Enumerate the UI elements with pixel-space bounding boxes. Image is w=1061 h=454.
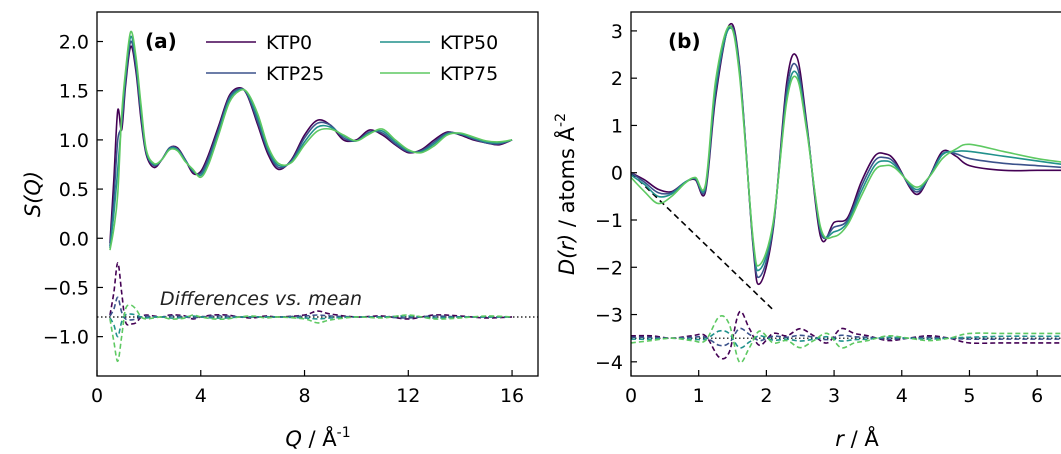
panel-b-series-ktp0 bbox=[631, 23, 1061, 286]
legend: KTP0 KTP25 KTP50 KTP75 bbox=[206, 32, 498, 85]
panel-a-ytick-label: 2.0 bbox=[59, 32, 89, 54]
panel-b-series-ktp25 bbox=[631, 25, 1061, 279]
panel-a-series-ktp50-diff bbox=[109, 313, 513, 338]
panel-b-xtick-label: 4 bbox=[896, 385, 908, 407]
panel-a-xtick-label: 8 bbox=[298, 385, 310, 407]
panel-a-xtick-label: 4 bbox=[195, 385, 207, 407]
panel-b-xtick-label: 3 bbox=[828, 385, 840, 407]
panel-a-ylabel: S(Q) bbox=[21, 171, 45, 217]
panel-b-ylabel: D(r) / atoms Å-2 bbox=[553, 113, 579, 275]
panel-a-ytick-label: −1.0 bbox=[43, 327, 89, 349]
panel-a-annotation: Differences vs. mean bbox=[160, 288, 362, 310]
panel-a-label: (a) bbox=[145, 29, 177, 53]
panel-b-frame bbox=[630, 11, 1061, 377]
panel-b-xlabel: r / Å bbox=[835, 425, 879, 451]
panel-b-xtick-label: 1 bbox=[693, 385, 705, 407]
legend-label-ktp50: KTP50 bbox=[440, 32, 498, 54]
panel-b-ylabel-unit: / atoms Å bbox=[553, 126, 579, 233]
panel-b-xtick-label: 0 bbox=[625, 385, 637, 407]
panel-a-series-ktp75 bbox=[109, 30, 513, 251]
panel-a: 0 4 8 12 16 −1.0 −0.5 0.0 0.5 1.0 1.5 2.0 (a) Diffe… bbox=[21, 11, 539, 451]
panel-b: 0 1 2 3 4 5 6 −4 −3 −2 −1 0 1 2 3 (b) r / Å D(r) / ato… bbox=[553, 11, 1061, 451]
panel-b-series-ktp75-diff bbox=[631, 315, 1061, 364]
panel-b-ytick-label: −2 bbox=[595, 257, 623, 279]
panel-a-series-ktp75-diff bbox=[109, 304, 513, 363]
panel-b-xtick-label: 5 bbox=[963, 385, 975, 407]
panel-b-ytick-label: −3 bbox=[595, 305, 623, 327]
panel-a-ytick-label: 0.5 bbox=[59, 179, 89, 201]
panel-b-series-ktp75 bbox=[631, 25, 1061, 267]
panel-b-ylabel-d: D(r) bbox=[555, 234, 579, 275]
panel-a-frame bbox=[96, 11, 539, 377]
panel-b-ytick-label: 0 bbox=[611, 163, 623, 185]
legend-label-ktp0: KTP0 bbox=[266, 32, 312, 54]
panel-a-series bbox=[97, 30, 538, 363]
legend-label-ktp75: KTP75 bbox=[440, 63, 498, 85]
panel-b-xtick-label: 6 bbox=[1031, 385, 1043, 407]
panel-b-ticks: 0 1 2 3 4 5 6 −4 −3 −2 −1 0 1 2 3 bbox=[595, 21, 1043, 407]
panel-b-xtick-label: 2 bbox=[760, 385, 772, 407]
panel-a-xtick-label: 16 bbox=[500, 385, 524, 407]
panel-b-density-line bbox=[631, 172, 774, 311]
panel-a-xlabel: Q / Å-1 bbox=[285, 425, 350, 451]
panel-b-ylabel-exp: -2 bbox=[553, 113, 569, 127]
panel-b-series bbox=[631, 23, 1061, 364]
panel-a-series-ktp0-diff bbox=[109, 262, 513, 326]
panel-a-ytick-label: 1.0 bbox=[59, 130, 89, 152]
panel-a-xlabel-q: Q bbox=[285, 427, 302, 451]
panel-a-ticks: 0 4 8 12 16 −1.0 −0.5 0.0 0.5 1.0 1.5 2.0 bbox=[43, 32, 524, 407]
legend-label-ktp25: KTP25 bbox=[266, 63, 324, 85]
panel-b-xlabel-unit: / Å bbox=[844, 425, 879, 451]
panel-a-xtick-label: 12 bbox=[396, 385, 420, 407]
panel-b-xlabel-r: r bbox=[835, 427, 845, 451]
panel-b-ytick-label: 2 bbox=[611, 68, 623, 90]
panel-b-ytick-label: 3 bbox=[611, 21, 623, 43]
panel-a-ytick-label: 1.5 bbox=[59, 81, 89, 103]
panel-a-ylabel-s: S(Q) bbox=[21, 171, 45, 217]
panel-b-ytick-label: 1 bbox=[611, 115, 623, 137]
panel-b-label: (b) bbox=[668, 29, 701, 53]
panel-a-ytick-label: 0.0 bbox=[59, 228, 89, 250]
panel-b-ytick-label: −1 bbox=[595, 210, 623, 232]
panel-a-xlabel-unit: / Å bbox=[302, 425, 337, 451]
panel-b-series-ktp25-diff bbox=[631, 327, 1061, 347]
panel-a-ytick-label: −0.5 bbox=[43, 277, 89, 299]
panel-b-ytick-label: −4 bbox=[595, 352, 623, 374]
panel-a-xlabel-exp: -1 bbox=[337, 425, 351, 441]
panel-a-xtick-label: 0 bbox=[91, 385, 103, 407]
panel-b-series-ktp0-diff bbox=[631, 310, 1061, 360]
